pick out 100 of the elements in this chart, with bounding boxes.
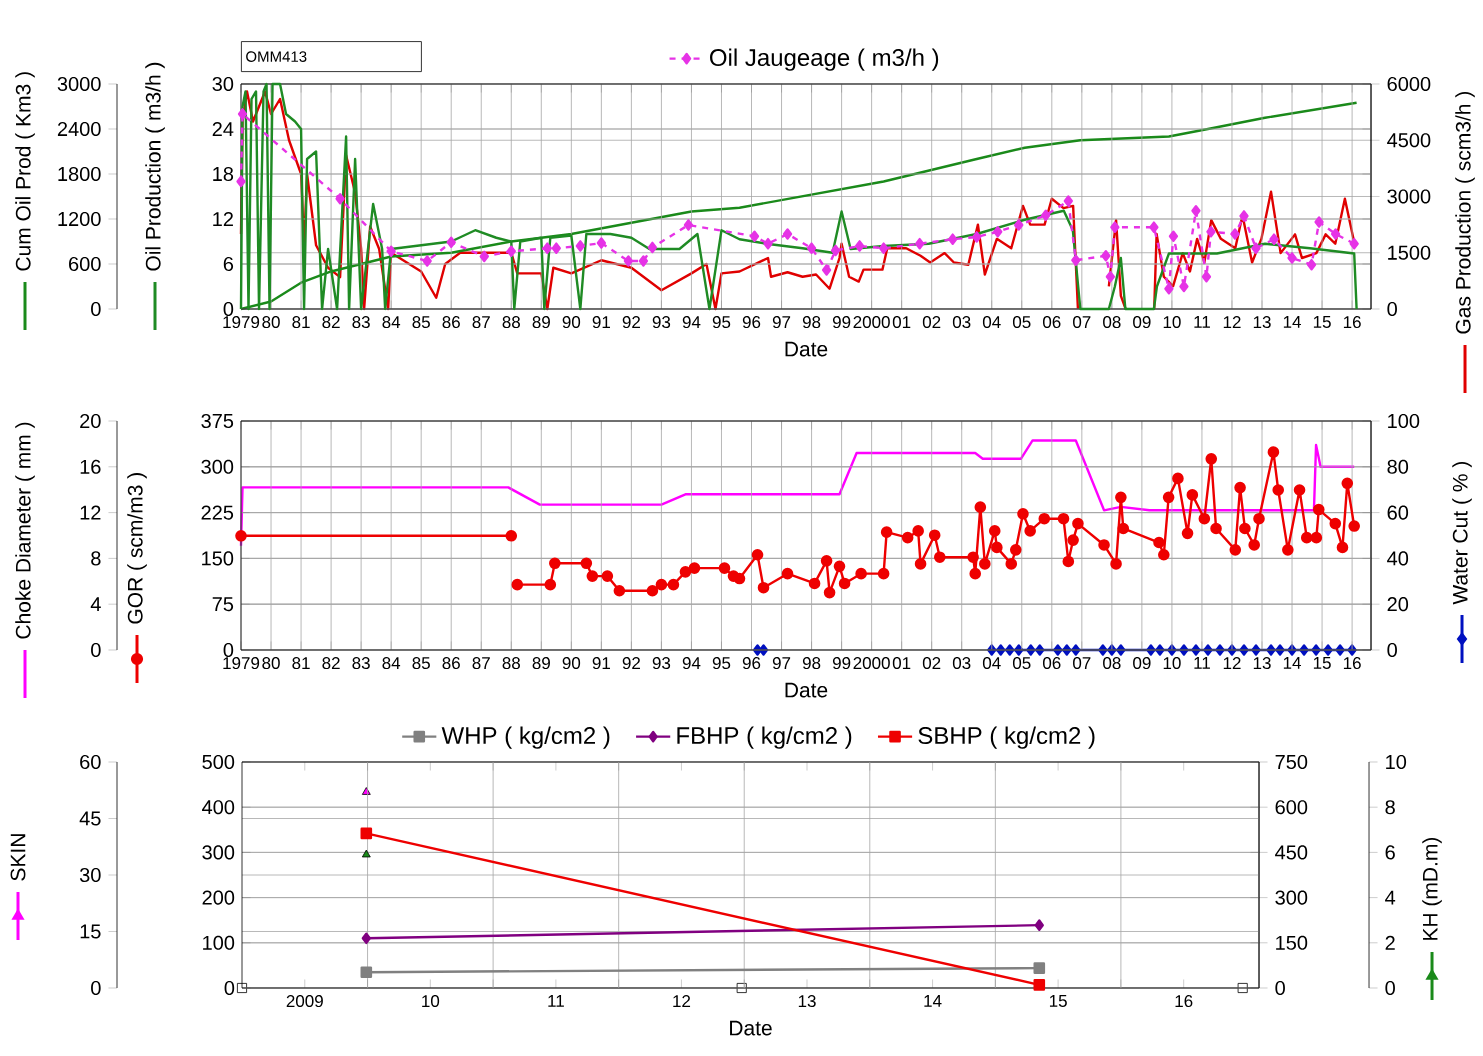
y3-tick-label: 16: [80, 459, 101, 474]
y3-tick-label: 600: [69, 256, 101, 272]
x-tick-label: 03: [952, 657, 971, 670]
y-axis-title: GOR ( scm/m3 ): [127, 473, 147, 624]
y3-axis-title: Choke Diameter ( mm ): [15, 422, 35, 639]
x-tick-label: 15: [1313, 316, 1331, 328]
y2-tick-label: 750: [1275, 754, 1308, 770]
x-tick-label: 14: [1283, 316, 1301, 328]
x-tick-label: 16: [1343, 657, 1361, 670]
x-tick-label: 02: [922, 316, 941, 329]
y2-tick-label: 3000: [1387, 189, 1431, 204]
x-tick-label: 16: [1343, 316, 1361, 329]
x-tick-label: 1979: [223, 657, 260, 670]
y-tick-label: 4: [1385, 890, 1396, 905]
x-tick-label: 84: [382, 657, 401, 670]
y-tick-label: 75: [212, 597, 234, 612]
x-tick-label: 09: [1133, 657, 1151, 670]
x-tick-label: 92: [622, 316, 640, 329]
x-tick-label: 95: [712, 316, 731, 329]
x-tick-label: 12: [1223, 316, 1241, 328]
y3-tick-label: 3000: [57, 76, 101, 92]
x-tick-label: 93: [652, 316, 671, 329]
y3-tick-label: 20: [80, 413, 101, 429]
y2-tick-label: 6000: [1387, 76, 1431, 92]
x-tick-label: 1979: [223, 316, 260, 329]
y3-tick-label: 60: [80, 754, 101, 770]
y-axis-title: Oil Production ( m3/h ): [145, 62, 165, 271]
y3-tick-label: 1200: [58, 211, 101, 227]
y-tick-label: 300: [202, 845, 235, 860]
x-tick-label: 86: [442, 316, 460, 329]
x-tick-label: 94: [682, 316, 701, 329]
x-tick-label: 97: [772, 657, 791, 670]
y2-axis-title: Gas Production ( scm3/h ): [1455, 92, 1475, 334]
x-axis-title: Date: [785, 682, 828, 698]
y3-tick-label: 8: [91, 551, 101, 566]
x-tick-label: 14: [924, 995, 942, 1007]
x-tick-label: 2009: [286, 995, 323, 1008]
y-axis-title: KH (mD.m): [1422, 837, 1442, 940]
x-tick-label: 82: [322, 657, 340, 670]
y2-axis-title: Water Cut ( % ): [1452, 462, 1472, 605]
y-tick-label: 225: [201, 505, 234, 520]
x-tick-label: 91: [592, 657, 610, 670]
legend-label: FBHP ( kg/cm2 ): [677, 726, 852, 749]
x-tick-label: 08: [1103, 316, 1121, 329]
x-tick-label: 01: [892, 657, 911, 670]
x-tick-label: 89: [532, 316, 550, 329]
y-tick-label: 300: [201, 459, 234, 474]
y2-tick-label: 0: [1275, 980, 1285, 996]
x-axis-title: Date: [730, 1020, 772, 1036]
y-tick-label: 0: [223, 301, 234, 317]
x-tick-label: 08: [1103, 657, 1121, 670]
x-tick-label: 07: [1073, 316, 1091, 329]
y-tick-label: 8: [1385, 800, 1395, 815]
y-tick-label: 0: [223, 642, 234, 658]
y-tick-label: 150: [202, 551, 234, 566]
x-tick-label: 99: [832, 657, 851, 670]
y3-axis-title: Cum Oil Prod ( Km3 ): [15, 72, 35, 271]
x-tick-label: 85: [412, 316, 430, 329]
x-tick-label: 02: [922, 657, 941, 670]
y-tick-label: 12: [213, 212, 233, 226]
x-tick-label: 11: [1194, 316, 1210, 328]
x-tick-label: 10: [1163, 316, 1181, 329]
y3-tick-label: 4: [90, 597, 101, 612]
x-tick-label: 80: [262, 657, 280, 670]
x-tick-label: 15: [1049, 995, 1067, 1007]
y3-tick-label: 45: [79, 811, 101, 826]
x-tick-label: 10: [422, 995, 440, 1008]
x-tick-label: 98: [802, 316, 821, 329]
y3-tick-label: 1800: [58, 166, 101, 182]
y-tick-label: 200: [202, 890, 235, 905]
x-tick-label: 12: [673, 995, 691, 1007]
x-tick-label: 81: [292, 316, 310, 329]
x-tick-label: 97: [772, 316, 791, 329]
legend-label: Oil Jaugeage ( m3/h ): [710, 48, 939, 71]
y-tick-label: 6: [1385, 845, 1395, 860]
x-tick-label: 95: [712, 657, 731, 670]
x-tick-label: 13: [1253, 316, 1271, 329]
x-tick-label: 87: [472, 657, 490, 670]
y2-tick-label: 20: [1387, 597, 1409, 612]
x-tick-label: 01: [892, 316, 911, 329]
y3-tick-label: 12: [80, 505, 101, 520]
y2-tick-label: 80: [1387, 459, 1409, 474]
y2-tick-label: 300: [1275, 890, 1308, 905]
x-tick-label: 11: [548, 995, 564, 1007]
y2-tick-label: 150: [1276, 935, 1308, 950]
y-tick-label: 100: [203, 935, 235, 950]
y-tick-label: 18: [213, 166, 234, 182]
y3-axis-title: SKIN: [10, 834, 26, 881]
x-tick-label: 90: [562, 316, 581, 329]
x-tick-label: 96: [742, 657, 761, 670]
y3-tick-label: 0: [91, 980, 101, 996]
x-tick-label: 06: [1043, 316, 1061, 329]
x-tick-label: 83: [352, 316, 370, 329]
x-tick-label: 85: [412, 657, 430, 670]
x-tick-label: 03: [952, 316, 971, 329]
x-tick-label: 13: [1253, 657, 1271, 670]
x-tick-label: 94: [682, 657, 701, 670]
x-tick-label: 13: [798, 995, 816, 1008]
x-tick-label: 99: [832, 316, 851, 329]
y-tick-label: 400: [202, 800, 235, 815]
